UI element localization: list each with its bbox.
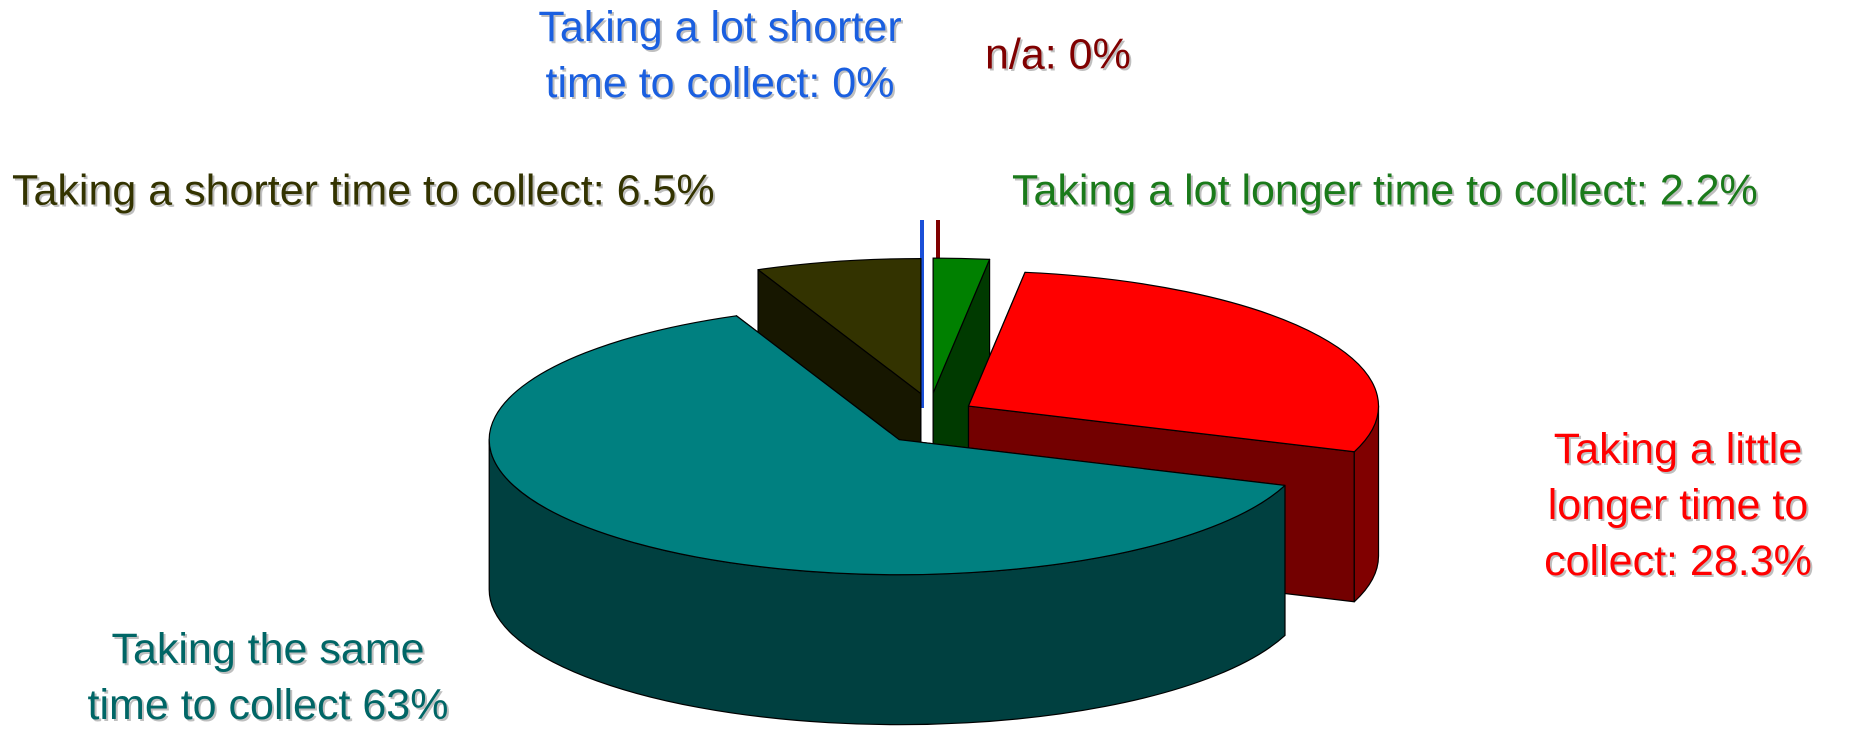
slice-label: Taking the same time to collect 63% [88,625,449,729]
slice-top [757,257,922,395]
slice-label: Taking a shorter time to collect: 6.5% [12,166,715,214]
slice-top [967,271,1380,453]
slice-top [488,315,1286,576]
slice-label: n/a: 0% [985,30,1131,78]
slice-top [932,257,991,394]
slice-label: Taking a lot longer time to collect: 2.2… [1012,166,1758,214]
slice-label: Taking a little longer time to collect: 28… [1544,425,1812,585]
slice-label: Taking a lot shorter time to collect: 0% [538,3,901,107]
